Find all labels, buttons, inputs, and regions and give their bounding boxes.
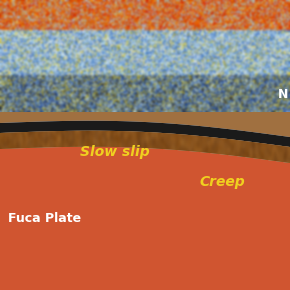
Polygon shape — [0, 131, 290, 163]
Polygon shape — [0, 112, 290, 137]
Text: Creep: Creep — [200, 175, 246, 189]
Text: Slow slip: Slow slip — [80, 145, 150, 159]
Polygon shape — [0, 147, 290, 290]
Text: Fuca Plate: Fuca Plate — [8, 211, 81, 224]
Polygon shape — [0, 121, 290, 147]
Text: N: N — [278, 88, 288, 101]
